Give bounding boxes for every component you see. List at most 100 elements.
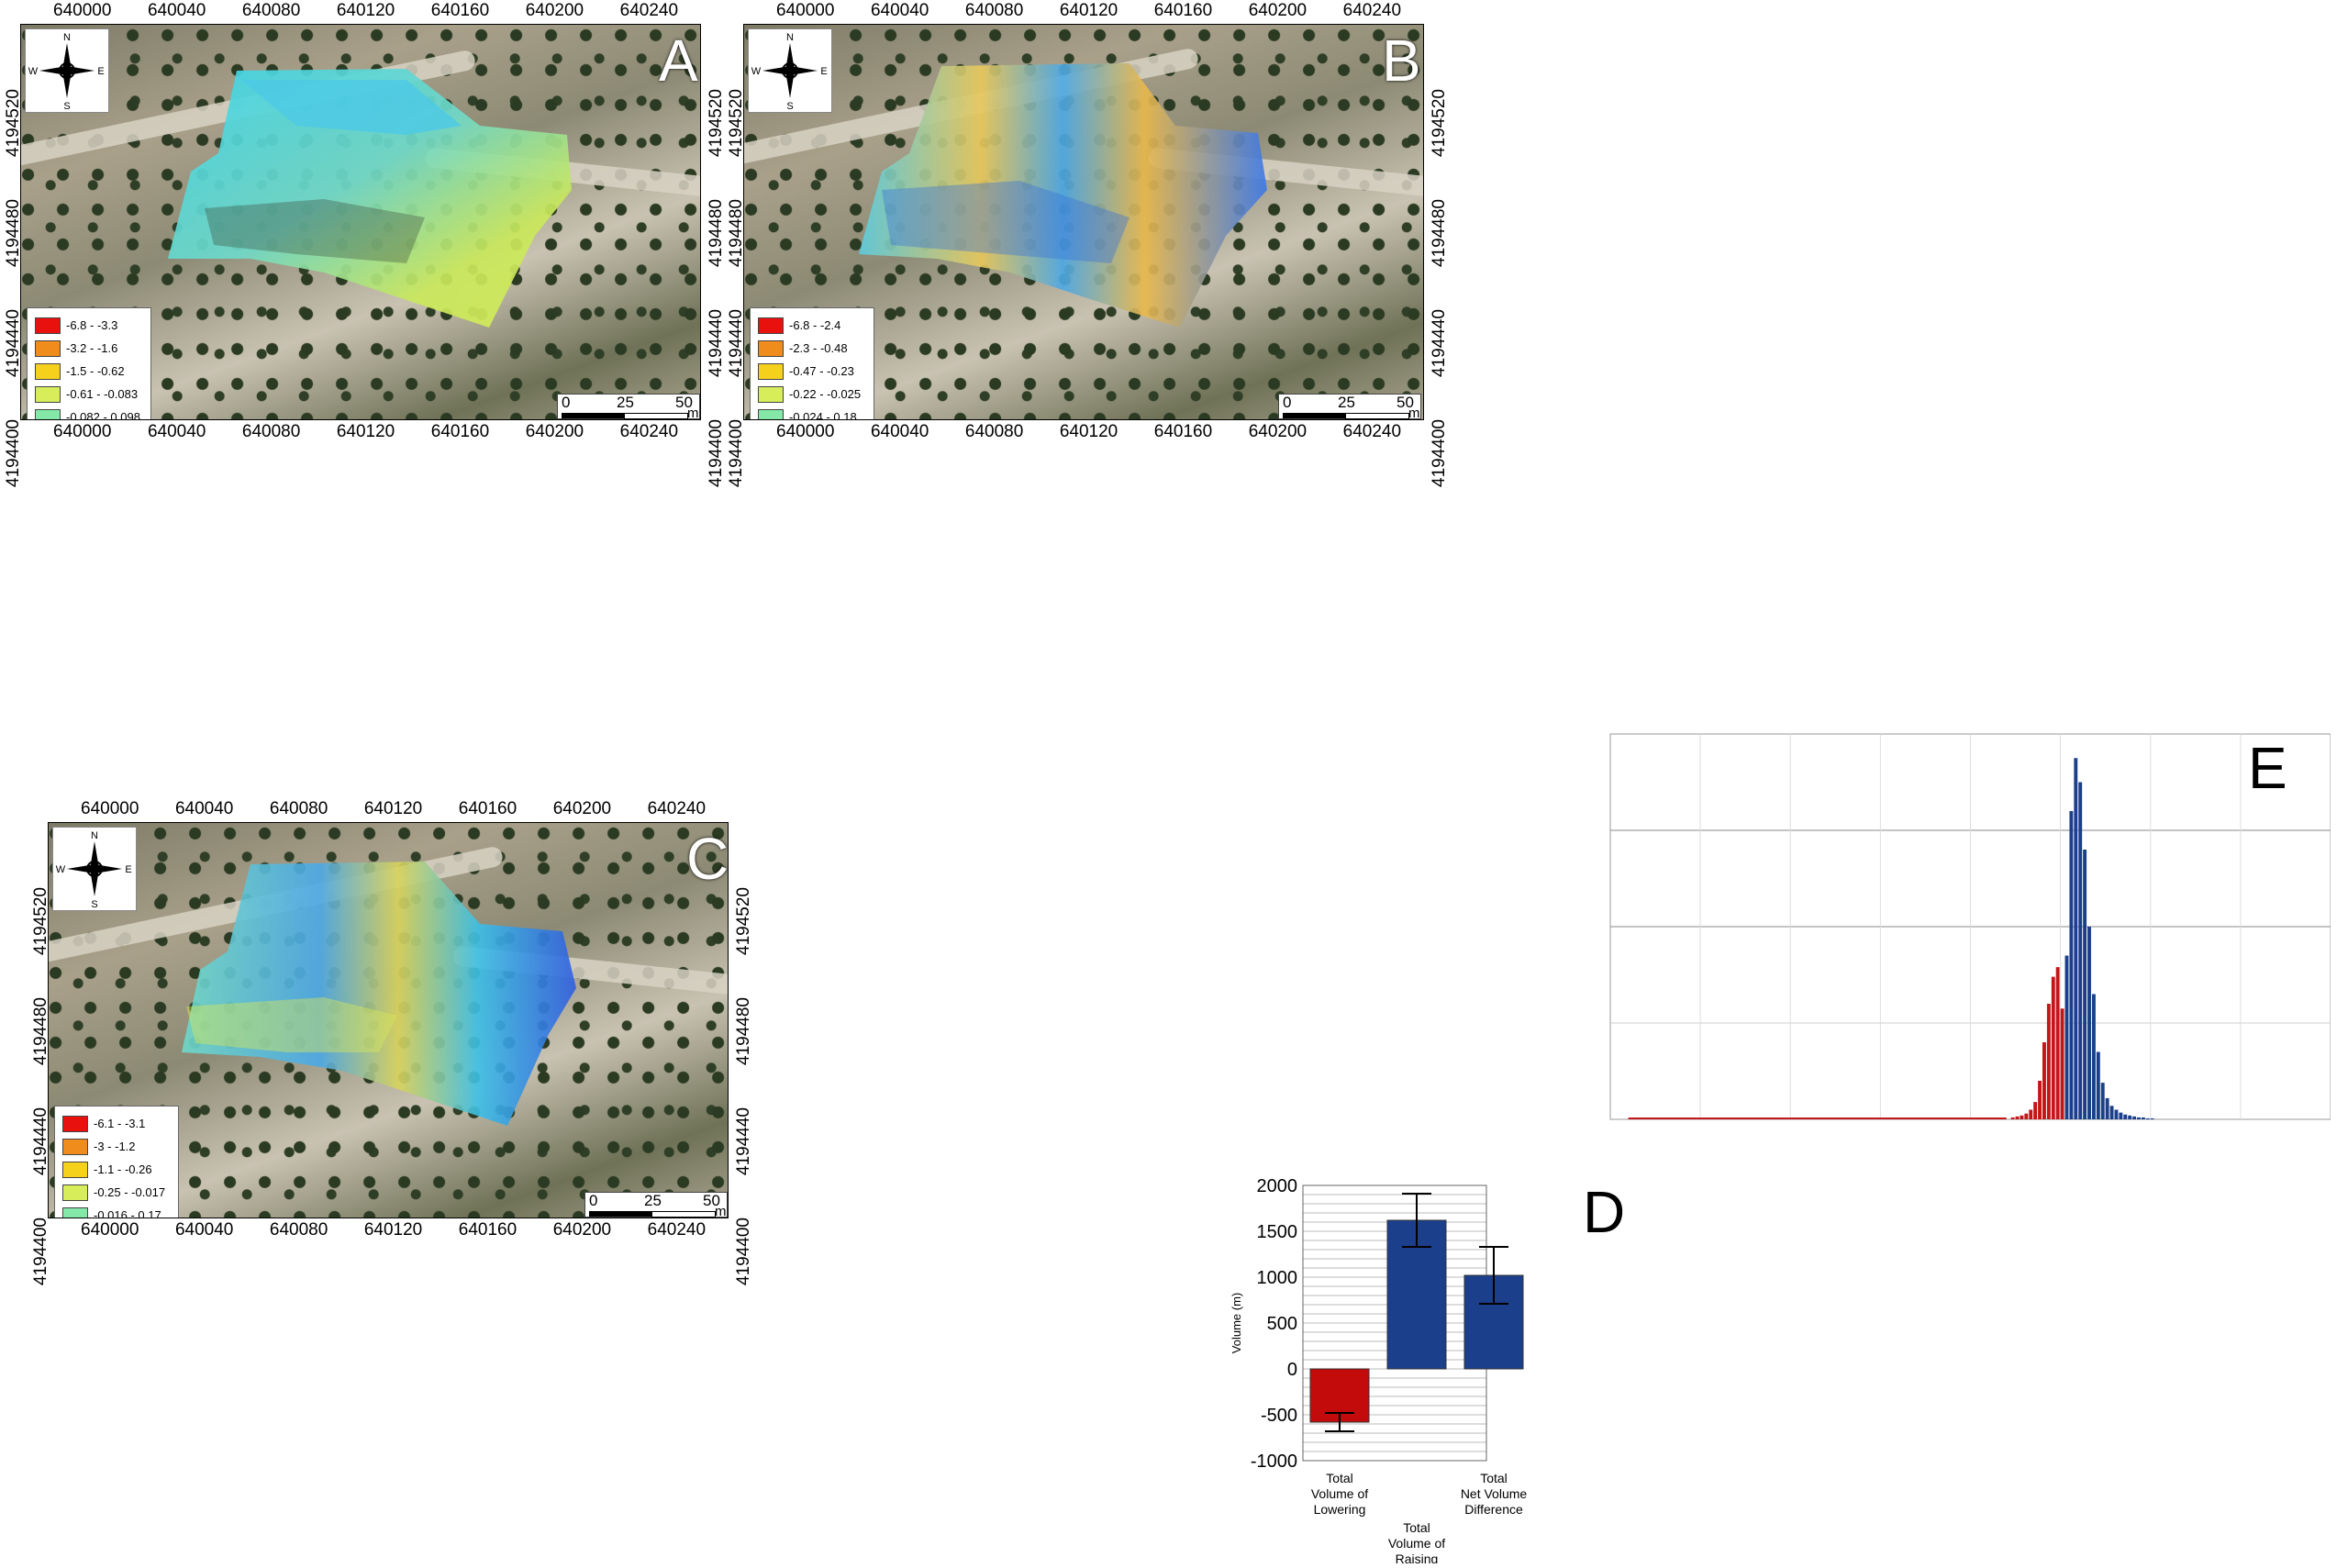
elevation-change-overlay — [182, 862, 576, 1126]
histogram-bar — [2132, 1116, 2137, 1119]
legend-item: -0.25 - -0.017 — [62, 1181, 171, 1204]
y-coordinate-label: 4194400 — [4, 419, 23, 487]
x-coordinate-label: 640120 — [336, 1, 395, 20]
y-coordinate-label: 4194520 — [734, 887, 753, 955]
histogram-bar — [2024, 1113, 2029, 1119]
compass-rose-icon: N S E W — [56, 830, 132, 910]
legend-swatch — [62, 1138, 88, 1155]
compass-rose-icon: N S E W — [28, 32, 105, 112]
legend-label: -0.082 - 0.098 — [66, 410, 140, 420]
legend-swatch — [62, 1161, 88, 1178]
compass-w: W — [751, 66, 762, 77]
panel-letter: E — [2248, 735, 2287, 801]
legend-swatch — [35, 339, 61, 357]
x-coordinate-label: 640240 — [1342, 1, 1402, 20]
x-coordinate-label: 640000 — [81, 1220, 139, 1240]
x-coordinate-label: 640120 — [336, 422, 395, 441]
compass-w: W — [28, 66, 39, 77]
y-coordinate-label: 4194520 — [1430, 89, 1449, 157]
x-coordinate-label: 640080 — [964, 422, 1024, 441]
y-coordinate-label: 4194400 — [734, 1218, 753, 1285]
x-coordinate-label: 640200 — [1248, 1, 1308, 20]
x-coordinate-label: 640000 — [53, 422, 112, 441]
legend-label: -3 - -1.2 — [94, 1140, 136, 1153]
legend-item: -2.3 - -0.48 — [758, 337, 866, 360]
compass-e: E — [97, 66, 104, 77]
scale-unit: m — [1408, 406, 1420, 420]
legend-item: -0.024 - 0.18 — [758, 406, 866, 420]
histogram-bar — [2029, 1109, 2033, 1119]
scale-label: 25 — [617, 394, 634, 411]
x-coordinate-label: 640240 — [647, 799, 707, 818]
x-coordinate-label: 640000 — [81, 799, 139, 818]
scale-unit: m — [687, 406, 699, 420]
histogram-bar — [2033, 1102, 2038, 1119]
histogram-panel-e: E — [1578, 725, 2331, 1184]
scale-unit: m — [715, 1204, 727, 1218]
y-tick-label: 1500 — [1257, 1222, 1298, 1242]
histogram-bar — [2119, 1112, 2123, 1119]
x-coordinate-label: 640080 — [241, 422, 301, 441]
legend-label: -6.8 - -2.4 — [789, 318, 841, 332]
category-label: Net Volume — [1461, 1486, 1528, 1501]
legend-label: -0.024 - 0.18 — [789, 410, 857, 420]
legend-label: -6.1 - -3.1 — [94, 1117, 146, 1130]
legend-label: -6.8 - -3.3 — [66, 318, 118, 332]
y-coordinate-label: 4194520 — [31, 887, 50, 955]
compass-e: E — [125, 864, 131, 875]
histogram-bar — [2109, 1106, 2114, 1119]
category-label: Total — [1480, 1471, 1508, 1485]
x-coordinate-label: 640040 — [870, 422, 929, 441]
map-panel-c: N S E W C -6.1 - -3.1 -3 - -1.2 -1.1 - -0.… — [28, 798, 762, 1285]
scale-bar-white — [651, 1211, 716, 1218]
x-coordinate-label: 640200 — [1248, 422, 1308, 441]
x-coordinate-label: 640200 — [552, 1220, 612, 1240]
x-coordinate-label: 640240 — [647, 1220, 707, 1240]
y-coordinate-label: 4194440 — [707, 309, 726, 377]
scale-label: 0 — [1283, 394, 1292, 411]
category-label: Volume of — [1311, 1486, 1368, 1501]
y-tick-label: 1000 — [1257, 1268, 1298, 1288]
legend-label: -1.5 - -0.62 — [66, 364, 125, 378]
histogram-bar — [2064, 955, 2069, 1119]
histogram-bar — [2137, 1117, 2141, 1119]
histogram-bar — [2020, 1115, 2024, 1119]
scale-label: 0 — [589, 1192, 598, 1209]
scale-bar-black — [589, 1211, 651, 1217]
x-coordinate-label: 640000 — [776, 1, 835, 20]
legend-item: -6.1 - -3.1 — [62, 1112, 171, 1135]
scale-label: 50 — [675, 394, 693, 411]
legend-swatch — [35, 317, 61, 334]
x-coordinate-label: 640040 — [174, 1220, 234, 1240]
x-coordinate-label: 640120 — [1059, 1, 1118, 20]
legend-item: -0.016 - 0.17 — [62, 1204, 171, 1218]
histogram-bar — [2038, 1081, 2042, 1119]
histogram-bar — [2096, 1051, 2100, 1119]
legend-swatch — [35, 385, 61, 403]
panel-letter: B — [1382, 28, 1421, 94]
y-coordinate-label: 4194480 — [734, 997, 753, 1065]
category-label: Lowering — [1314, 1502, 1366, 1517]
compass-rose-icon: N S E W — [751, 32, 828, 112]
x-coordinate-label: 640200 — [525, 422, 584, 441]
histogram-bar — [2083, 850, 2087, 1119]
histogram-bar — [2046, 1004, 2051, 1119]
scale-bar-white — [1345, 413, 1409, 419]
y-coordinate-label: 4194480 — [707, 199, 726, 267]
compass-n: N — [786, 32, 794, 43]
legend: -6.1 - -3.1 -3 - -1.2 -1.1 - -0.26 -0.25 - … — [54, 1106, 179, 1218]
histogram-bar — [2078, 782, 2083, 1119]
category-label: Difference — [1464, 1502, 1523, 1517]
x-coordinate-label: 640160 — [1153, 422, 1213, 441]
legend-swatch — [35, 408, 61, 419]
histogram-bar — [2128, 1115, 2132, 1119]
y-coordinate-label: 4194480 — [1430, 199, 1449, 267]
y-tick-label: -1000 — [1251, 1451, 1297, 1472]
y-tick-label: -500 — [1261, 1406, 1297, 1426]
histogram-bar — [2010, 1117, 2015, 1119]
x-coordinate-label: 640040 — [174, 799, 234, 818]
x-coordinate-label: 640120 — [363, 799, 423, 818]
legend-label: -0.22 - -0.025 — [789, 387, 862, 401]
x-coordinate-label: 640160 — [1153, 1, 1213, 20]
x-coordinate-label: 640000 — [53, 1, 112, 20]
